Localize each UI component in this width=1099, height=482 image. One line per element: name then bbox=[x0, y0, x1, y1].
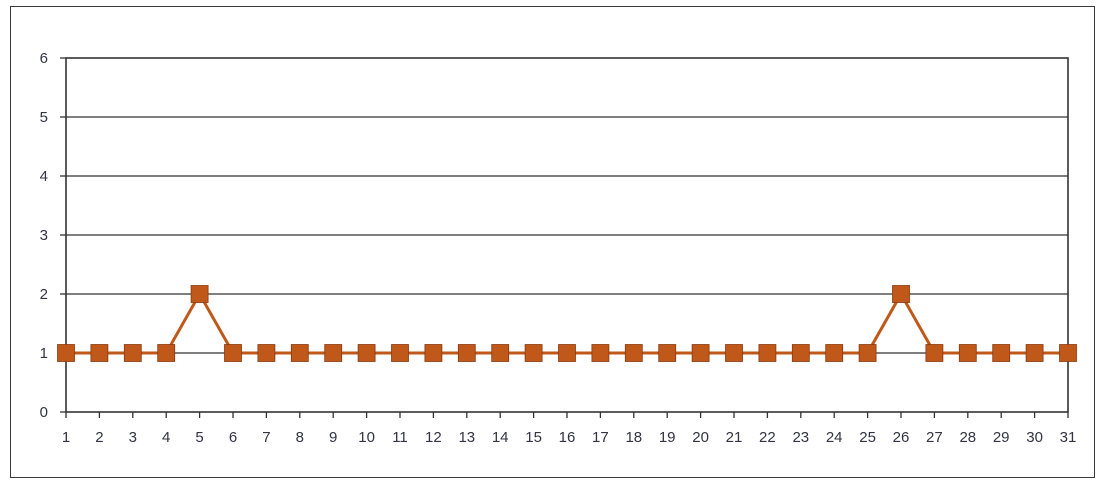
x-tick-label: 9 bbox=[329, 429, 337, 446]
plot-area-border bbox=[65, 57, 1069, 413]
data-point-marker bbox=[524, 344, 543, 362]
data-point-marker bbox=[357, 344, 376, 362]
y-tick-label: 4 bbox=[40, 168, 48, 185]
data-point-marker bbox=[725, 344, 743, 362]
x-tick-label: 15 bbox=[525, 429, 542, 446]
data-point-marker bbox=[1059, 344, 1077, 362]
data-point-marker bbox=[424, 344, 443, 362]
data-point-marker bbox=[825, 344, 844, 362]
data-point-marker bbox=[591, 344, 610, 362]
data-point-marker bbox=[758, 344, 777, 362]
y-tick-label: 0 bbox=[40, 404, 48, 421]
data-point-marker bbox=[858, 344, 877, 362]
x-tick-label: 27 bbox=[926, 429, 943, 446]
data-point-marker bbox=[992, 344, 1011, 362]
x-tick-label: 16 bbox=[559, 429, 576, 446]
data-point-marker bbox=[391, 344, 409, 362]
x-tick-label: 23 bbox=[792, 429, 809, 446]
y-axis-tick-labels: 0 1 2 3 4 5 6 bbox=[40, 50, 48, 421]
x-tick-label: 17 bbox=[592, 429, 609, 446]
x-tick-label: 2 bbox=[95, 429, 103, 446]
data-point-marker bbox=[90, 344, 109, 362]
x-tick-label: 14 bbox=[492, 429, 509, 446]
x-tick-label: 6 bbox=[229, 429, 237, 446]
x-tick-label: 7 bbox=[262, 429, 270, 446]
data-point-marker bbox=[691, 344, 710, 362]
data-point-marker bbox=[290, 344, 309, 362]
data-point-marker bbox=[958, 344, 977, 362]
x-tick-label: 1 bbox=[62, 429, 70, 446]
x-tick-label: 10 bbox=[358, 429, 375, 446]
data-point-marker bbox=[224, 344, 242, 362]
data-point-marker bbox=[491, 344, 510, 362]
y-tick-label: 3 bbox=[40, 227, 48, 244]
x-tick-label: 21 bbox=[726, 429, 743, 446]
y-tick-label: 1 bbox=[40, 345, 48, 362]
x-tick-label: 13 bbox=[458, 429, 475, 446]
data-point-marker bbox=[190, 285, 209, 303]
x-axis-tick-labels: 1 2 3 4 5 6 7 8 9 10 11 12 13 14 15 16 17 18 19 20 21 22 23 24 2… bbox=[62, 429, 1077, 446]
y-tick-label: 5 bbox=[40, 109, 48, 126]
x-tick-label: 25 bbox=[859, 429, 876, 446]
gridlines bbox=[60, 57, 1069, 418]
x-tick-label: 22 bbox=[759, 429, 776, 446]
x-tick-label: 18 bbox=[625, 429, 642, 446]
x-tick-label: 30 bbox=[1026, 429, 1043, 446]
x-tick-label: 3 bbox=[129, 429, 137, 446]
data-point-marker bbox=[57, 344, 75, 362]
data-point-marker bbox=[257, 344, 276, 362]
chart-frame bbox=[10, 6, 1095, 478]
x-tick-label: 19 bbox=[659, 429, 676, 446]
data-point-marker bbox=[157, 344, 176, 362]
data-point-marker bbox=[1025, 344, 1044, 362]
x-tick-label: 12 bbox=[425, 429, 442, 446]
x-tick-label: 20 bbox=[692, 429, 709, 446]
x-tick-label: 24 bbox=[826, 429, 843, 446]
x-tick-label: 5 bbox=[195, 429, 203, 446]
data-point-marker bbox=[892, 285, 910, 303]
data-point-marker bbox=[791, 344, 810, 362]
data-point-marker bbox=[658, 344, 677, 362]
data-point-marker bbox=[457, 344, 476, 362]
x-tick-label: 8 bbox=[296, 429, 304, 446]
y-tick-label: 2 bbox=[40, 286, 48, 303]
data-point-marker bbox=[123, 344, 142, 362]
data-point-marker bbox=[324, 344, 343, 362]
x-tick-label: 28 bbox=[959, 429, 976, 446]
x-tick-label: 31 bbox=[1060, 429, 1077, 446]
data-point-marker bbox=[925, 344, 944, 362]
x-tick-label: 26 bbox=[893, 429, 910, 446]
x-tick-label: 11 bbox=[392, 429, 408, 446]
data-point-marker bbox=[558, 344, 576, 362]
y-tick-label: 6 bbox=[40, 50, 48, 67]
x-tick-label: 29 bbox=[993, 429, 1010, 446]
series-layer bbox=[57, 285, 1077, 362]
data-point-marker bbox=[624, 344, 643, 362]
x-tick-label: 4 bbox=[162, 429, 170, 446]
